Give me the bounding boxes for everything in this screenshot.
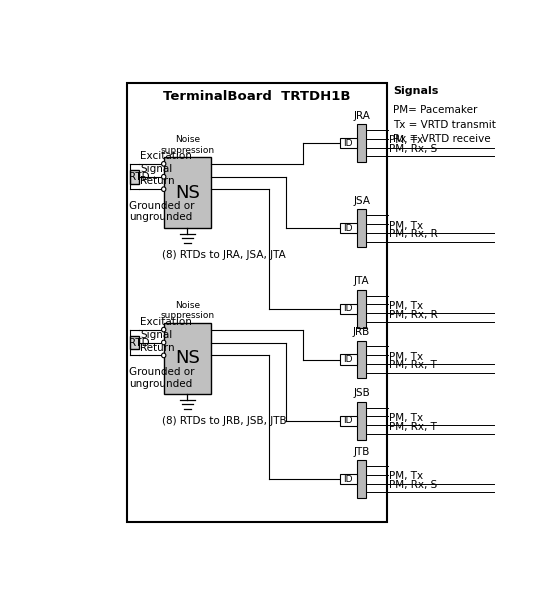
Circle shape <box>162 340 166 345</box>
Text: NS: NS <box>175 184 200 202</box>
Text: PM, Tx: PM, Tx <box>389 471 423 481</box>
Bar <box>164 157 211 228</box>
Bar <box>340 304 357 314</box>
Text: JTA: JTA <box>354 276 370 286</box>
Text: Return: Return <box>140 343 175 353</box>
Text: JRB: JRB <box>353 327 370 337</box>
Text: Noise
suppression: Noise suppression <box>160 135 214 155</box>
Text: PM, Rx, T: PM, Rx, T <box>389 361 437 370</box>
Circle shape <box>162 187 166 191</box>
Text: ID: ID <box>343 224 353 233</box>
Bar <box>340 138 357 148</box>
Text: Rx = VRTD receive: Rx = VRTD receive <box>393 135 491 144</box>
Text: PM, Tx: PM, Tx <box>389 221 423 231</box>
Circle shape <box>162 353 166 358</box>
Bar <box>357 124 366 162</box>
Text: JSA: JSA <box>353 196 370 206</box>
Text: PM, Rx, R: PM, Rx, R <box>389 310 438 320</box>
Text: NS: NS <box>175 349 200 367</box>
Text: Tx = VRTD transmit: Tx = VRTD transmit <box>393 120 496 130</box>
Bar <box>130 170 139 184</box>
Bar <box>340 474 357 484</box>
Text: ID: ID <box>343 139 353 148</box>
Text: PM, Rx, T: PM, Rx, T <box>389 422 437 432</box>
Text: Return: Return <box>140 176 175 187</box>
Bar <box>164 323 211 394</box>
Bar <box>357 290 366 328</box>
Bar <box>357 209 366 247</box>
Circle shape <box>162 161 166 166</box>
Text: PM, Rx, R: PM, Rx, R <box>389 229 438 239</box>
Text: PM= Pacemaker: PM= Pacemaker <box>393 105 478 115</box>
Text: RTD: RTD <box>130 172 150 182</box>
Bar <box>130 335 139 349</box>
Text: PM, Tx: PM, Tx <box>389 301 423 311</box>
Text: Signal: Signal <box>140 329 172 340</box>
Text: Signal: Signal <box>140 164 172 174</box>
Text: (8) RTDs to JRA, JSA, JTA: (8) RTDs to JRA, JSA, JTA <box>162 251 285 260</box>
Text: Excitation: Excitation <box>140 151 192 161</box>
Bar <box>340 416 357 426</box>
Circle shape <box>162 175 166 179</box>
Text: PM, Tx: PM, Tx <box>389 413 423 423</box>
Text: JTB: JTB <box>353 447 370 457</box>
Text: PM, Rx, S: PM, Rx, S <box>389 480 437 490</box>
Bar <box>340 223 357 233</box>
Text: PM, Rx, S: PM, Rx, S <box>389 144 437 154</box>
Text: PM, Tx: PM, Tx <box>389 352 423 362</box>
Bar <box>340 355 357 365</box>
Text: Grounded or
ungrounded: Grounded or ungrounded <box>130 367 195 389</box>
Text: Grounded or
ungrounded: Grounded or ungrounded <box>130 201 195 222</box>
Text: ID: ID <box>343 416 353 425</box>
Bar <box>357 341 366 379</box>
Text: PM, Tx: PM, Tx <box>389 135 423 145</box>
Text: Excitation: Excitation <box>140 317 192 327</box>
Text: RTD: RTD <box>130 337 150 347</box>
Text: ID: ID <box>343 475 353 484</box>
Text: ID: ID <box>343 355 353 364</box>
Text: JSB: JSB <box>353 388 370 398</box>
Text: JRA: JRA <box>353 111 370 121</box>
Bar <box>127 83 387 522</box>
Text: TerminalBoard  TRTDH1B: TerminalBoard TRTDH1B <box>163 90 351 103</box>
Bar <box>357 460 366 498</box>
Bar <box>357 402 366 440</box>
Text: Noise
suppression: Noise suppression <box>160 301 214 321</box>
Text: ID: ID <box>343 304 353 313</box>
Text: Signals: Signals <box>393 86 439 96</box>
Text: (8) RTDs to JRB, JSB, JTB: (8) RTDs to JRB, JSB, JTB <box>162 416 286 426</box>
Circle shape <box>162 327 166 332</box>
